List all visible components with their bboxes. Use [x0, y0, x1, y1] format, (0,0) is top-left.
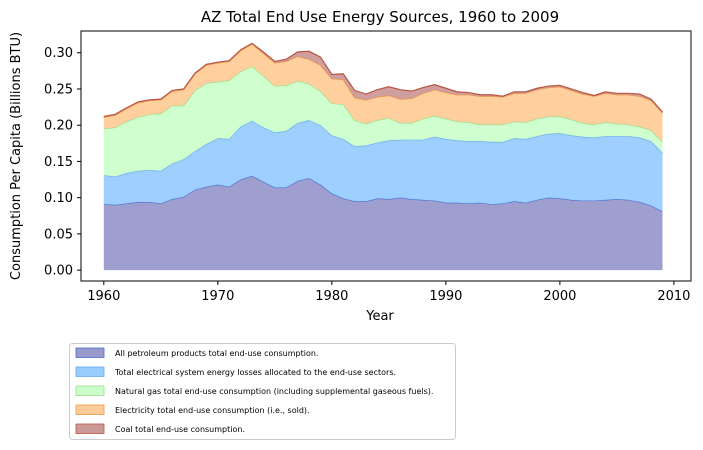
x-tick-label: 1960: [87, 289, 120, 304]
area-series-3: [103, 66, 663, 177]
area-series-4: [103, 44, 663, 142]
legend-swatch: [75, 404, 105, 415]
area-layers: [103, 42, 663, 271]
legend-swatch: [75, 347, 105, 358]
legend: All petroleum products total end-use con…: [69, 343, 456, 440]
x-tick-label: 1970: [201, 289, 234, 304]
area-series-5-edge: [103, 42, 663, 118]
y-tick-label: 0.05: [44, 227, 73, 242]
area-series-2: [103, 120, 663, 212]
x-tick-label: 1990: [429, 289, 462, 304]
y-tick-label: 0.20: [44, 119, 73, 134]
chart-title: AZ Total End Use Energy Sources, 1960 to…: [201, 8, 559, 26]
legend-swatch: [75, 385, 105, 396]
y-tick-label: 0.10: [44, 191, 73, 206]
y-tick-label: 0.15: [44, 155, 73, 170]
legend-frame: [69, 343, 456, 440]
area-series-1: [103, 175, 663, 271]
legend-label: Natural gas total end-use consumption (i…: [115, 387, 433, 396]
x-tick-label: 2000: [543, 289, 576, 304]
legend-swatch: [75, 423, 105, 434]
y-tick-label: 0.25: [44, 82, 73, 97]
y-axis: 0.00 0.05 0.10 0.15 0.20 0.25 0.30: [44, 46, 81, 279]
legend-label: Electricity total end-use consumption (i…: [115, 406, 310, 415]
legend-label: Total electrical system energy losses al…: [114, 368, 396, 377]
y-tick-label: 0.00: [44, 264, 73, 279]
x-tick-label: 2010: [657, 289, 690, 304]
legend-swatch: [75, 366, 105, 377]
y-tick-label: 0.30: [44, 46, 73, 61]
plot-area-frame: [80, 30, 692, 282]
y-axis-title: Consumption Per Capita (Billions BTU): [9, 32, 24, 280]
x-axis-title: Year: [365, 309, 394, 324]
x-tick-label: 1980: [315, 289, 348, 304]
legend-label: Coal total end-use consumption.: [115, 425, 245, 434]
legend-label: All petroleum products total end-use con…: [115, 349, 318, 358]
x-axis: 1960 1970 1980 1990 2000 2010: [87, 281, 690, 304]
